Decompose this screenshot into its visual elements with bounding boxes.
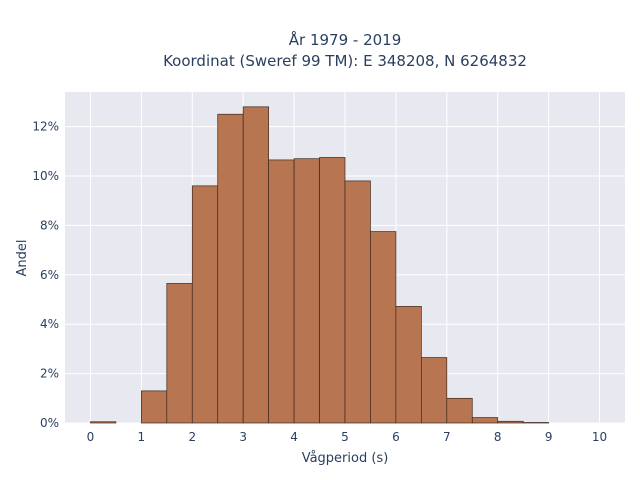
y-tick-label: 12% [32, 120, 59, 134]
histogram-bar [370, 231, 397, 424]
y-tick-label: 2% [40, 367, 59, 381]
x-tick-label: 2 [188, 430, 196, 444]
histogram-bar [191, 185, 219, 424]
histogram-bar [421, 357, 448, 424]
x-tick-label: 0 [87, 430, 95, 444]
y-axis-label: Andel [15, 240, 30, 277]
x-tick-label: 10 [592, 430, 607, 444]
y-tick-label: 0% [40, 416, 59, 430]
histogram-bar [90, 421, 117, 424]
histogram-bar [217, 113, 244, 424]
histogram-bar [395, 306, 422, 424]
y-tick-labels: 0% 2% 4% 6% 8% 10% 12% [32, 120, 59, 430]
histogram-bar [141, 390, 168, 424]
chart-title: År 1979 - 2019 [289, 30, 402, 49]
histogram-bar [497, 420, 524, 424]
histogram-bar [166, 283, 193, 424]
y-tick-label: 10% [32, 169, 59, 183]
histogram-bar [293, 158, 320, 424]
histogram-bar [446, 397, 473, 424]
y-tick-label: 4% [40, 317, 59, 331]
x-tick-label: 1 [138, 430, 146, 444]
histogram-bar [268, 159, 295, 424]
x-tick-label: 4 [290, 430, 298, 444]
x-tick-label: 5 [341, 430, 349, 444]
bars-group [90, 106, 549, 424]
y-tick-label: 8% [40, 218, 59, 232]
histogram-bar [242, 106, 269, 424]
x-tick-label: 6 [392, 430, 400, 444]
x-axis-label: Vågperiod (s) [302, 451, 389, 466]
histogram-bar [344, 180, 371, 424]
chart-subtitle: Koordinat (Sweref 99 TM): E 348208, N 62… [163, 52, 527, 70]
histogram-bar [471, 417, 499, 424]
x-tick-label: 8 [494, 430, 502, 444]
x-tick-label: 7 [443, 430, 451, 444]
x-tick-labels: 0 1 2 3 4 5 6 7 8 9 10 [87, 430, 608, 444]
x-tick-label: 3 [239, 430, 247, 444]
x-tick-label: 9 [545, 430, 553, 444]
y-tick-label: 6% [40, 268, 59, 282]
histogram-bar [319, 157, 346, 424]
